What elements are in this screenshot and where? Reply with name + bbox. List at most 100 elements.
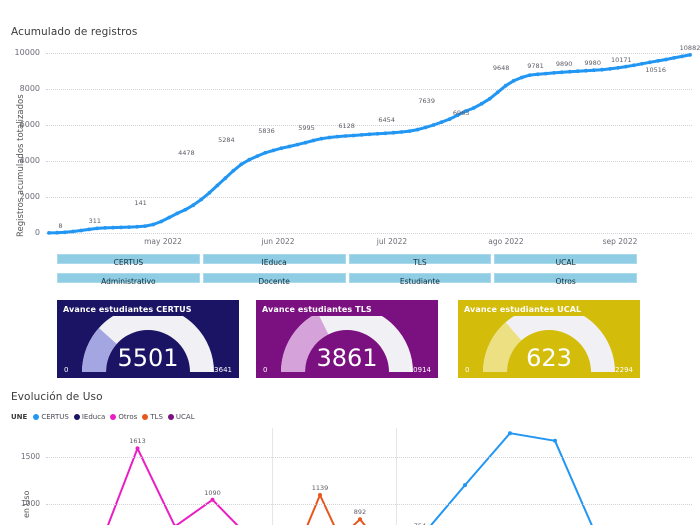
y-tick-label: 8000 — [19, 84, 40, 93]
data-label: 10171 — [610, 55, 632, 64]
legend-item-otros[interactable]: Otros — [110, 413, 137, 421]
data-label: 1767 — [502, 428, 519, 430]
gridline — [46, 504, 692, 505]
x-tick-label: jul 2022 — [376, 237, 408, 246]
gauge-card-certus[interactable]: Avance estudiantes CERTUS 5501 0 23641 — [57, 300, 239, 378]
top-chart-series-line — [47, 53, 692, 235]
gridline — [46, 89, 692, 90]
gauge-value: 5501 — [117, 344, 179, 372]
y-tick-label: 4000 — [19, 156, 40, 165]
legend-item-ucal[interactable]: UCAL — [167, 413, 195, 421]
slicer-tipo-usuario[interactable]: Administrativo Docente Estudiante Otros — [57, 273, 637, 286]
panel-divider — [396, 428, 397, 525]
data-label: 10882 — [679, 43, 700, 52]
gridline — [46, 161, 692, 162]
slicer-item-tls[interactable]: TLS — [348, 254, 492, 267]
data-label: 1090 — [204, 488, 221, 497]
legend-dot-icon — [110, 414, 117, 420]
panel-divider — [272, 428, 273, 525]
acumulado-section-title: Acumulado de registros — [11, 26, 138, 38]
slicer-item-otros[interactable]: Otros — [494, 273, 637, 286]
gauge-body: 3861 0 10914 — [262, 314, 432, 374]
bottom-chart-series — [106, 431, 593, 525]
data-label: 892 — [353, 508, 367, 517]
gauge-value: 3861 — [316, 344, 378, 372]
gauge-value: 623 — [526, 344, 572, 372]
slicer-item-administrativo[interactable]: Administrativo — [57, 273, 200, 286]
data-label: 9890 — [555, 60, 573, 69]
gauge-body: 5501 0 23641 — [63, 314, 233, 374]
evolucion-legend[interactable]: UNE CERTUS IEduca Otros TLS UCAL — [11, 413, 195, 421]
slicer-item-ieduca[interactable]: IEduca — [202, 254, 346, 267]
legend-label: IEduca — [81, 413, 106, 421]
gridline — [46, 457, 692, 458]
legend-label: TLS — [150, 413, 163, 421]
evolucion-section-title: Evolución de Uso — [11, 391, 103, 403]
gauge-max-label: 2294 — [615, 366, 633, 374]
legend-label: Otros — [118, 413, 138, 421]
data-label: 7639 — [418, 97, 435, 105]
data-label: 5284 — [218, 135, 235, 144]
gauge-min-label: 0 — [465, 366, 470, 374]
gauge-title: Avance estudiantes TLS — [262, 305, 372, 314]
data-label: 10516 — [645, 65, 667, 74]
data-label: 5995 — [298, 123, 315, 132]
data-label: 6963 — [452, 109, 470, 118]
legend-item-ieduca[interactable]: IEduca — [73, 413, 106, 421]
legend-dot-icon — [33, 414, 40, 420]
gauge-max-label: 23641 — [209, 366, 232, 374]
data-label: 9781 — [527, 61, 544, 70]
slicer-item-estudiante[interactable]: Estudiante — [348, 273, 492, 286]
slicer-item-ucal[interactable]: UCAL — [494, 254, 637, 267]
gridline — [46, 125, 692, 126]
data-label: 5836 — [258, 126, 275, 135]
legend-label: CERTUS — [41, 413, 69, 421]
data-label: 1613 — [129, 437, 146, 446]
legend-title: UNE — [11, 413, 28, 421]
gauge-title: Avance estudiantes CERTUS — [63, 305, 192, 314]
data-label: 754 — [414, 522, 426, 525]
legend-dot-icon — [73, 414, 80, 420]
gauge-card-tls[interactable]: Avance estudiantes TLS 3861 0 10914 — [256, 300, 438, 378]
data-label: 311 — [88, 216, 102, 225]
data-label: 6128 — [338, 121, 355, 130]
x-tick-label: may 2022 — [144, 237, 182, 246]
x-tick-label: sep 2022 — [602, 237, 638, 246]
y-tick-label: 6000 — [19, 120, 40, 129]
legend-item-certus[interactable]: CERTUS — [33, 413, 69, 421]
gauge-min-label: 0 — [263, 366, 268, 374]
y-tick-label: 0 — [34, 228, 40, 237]
y-tick-label: 1500 — [20, 452, 40, 461]
data-label: 1139 — [311, 484, 329, 492]
legend-dot-icon — [142, 414, 149, 420]
gridline — [46, 233, 692, 234]
evolucion-uso-chart[interactable]: en Uso 1500 1000 1613109011398921767754 — [0, 428, 700, 525]
data-label: 4478 — [178, 148, 195, 157]
data-label: 8 — [58, 221, 63, 230]
data-label: 141 — [134, 198, 147, 207]
slicer-item-certus[interactable]: CERTUS — [57, 254, 200, 267]
y-tick-label: 1000 — [20, 499, 40, 508]
x-tick-label: jun 2022 — [261, 237, 295, 246]
slicer-item-docente[interactable]: Docente — [202, 273, 346, 286]
data-label: 9980 — [584, 58, 601, 67]
y-tick-label: 10000 — [14, 48, 40, 57]
legend-dot-icon — [167, 414, 174, 420]
data-label: 6454 — [378, 116, 395, 125]
acumulado-registros-chart[interactable]: Registros acumulados totalizados 0 2000 … — [0, 43, 700, 250]
legend-item-tls[interactable]: TLS — [142, 413, 163, 421]
gauge-body: 623 0 2294 — [464, 314, 634, 374]
legend-label: UCAL — [175, 413, 195, 421]
x-tick-label: ago 2022 — [488, 237, 524, 246]
data-label: 9648 — [492, 64, 510, 73]
gauge-arc-ucal — [483, 316, 615, 373]
y-tick-label: 2000 — [19, 192, 40, 201]
gauge-min-label: 0 — [64, 366, 69, 374]
gauge-max-label: 10914 — [408, 366, 431, 374]
gauge-title: Avance estudiantes UCAL — [464, 305, 582, 314]
gridline — [46, 197, 692, 198]
slicer-une[interactable]: CERTUS IEduca TLS UCAL — [57, 254, 637, 267]
gauge-card-ucal[interactable]: Avance estudiantes UCAL 623 0 2294 — [458, 300, 640, 378]
gauge-arc-tls — [281, 316, 413, 373]
